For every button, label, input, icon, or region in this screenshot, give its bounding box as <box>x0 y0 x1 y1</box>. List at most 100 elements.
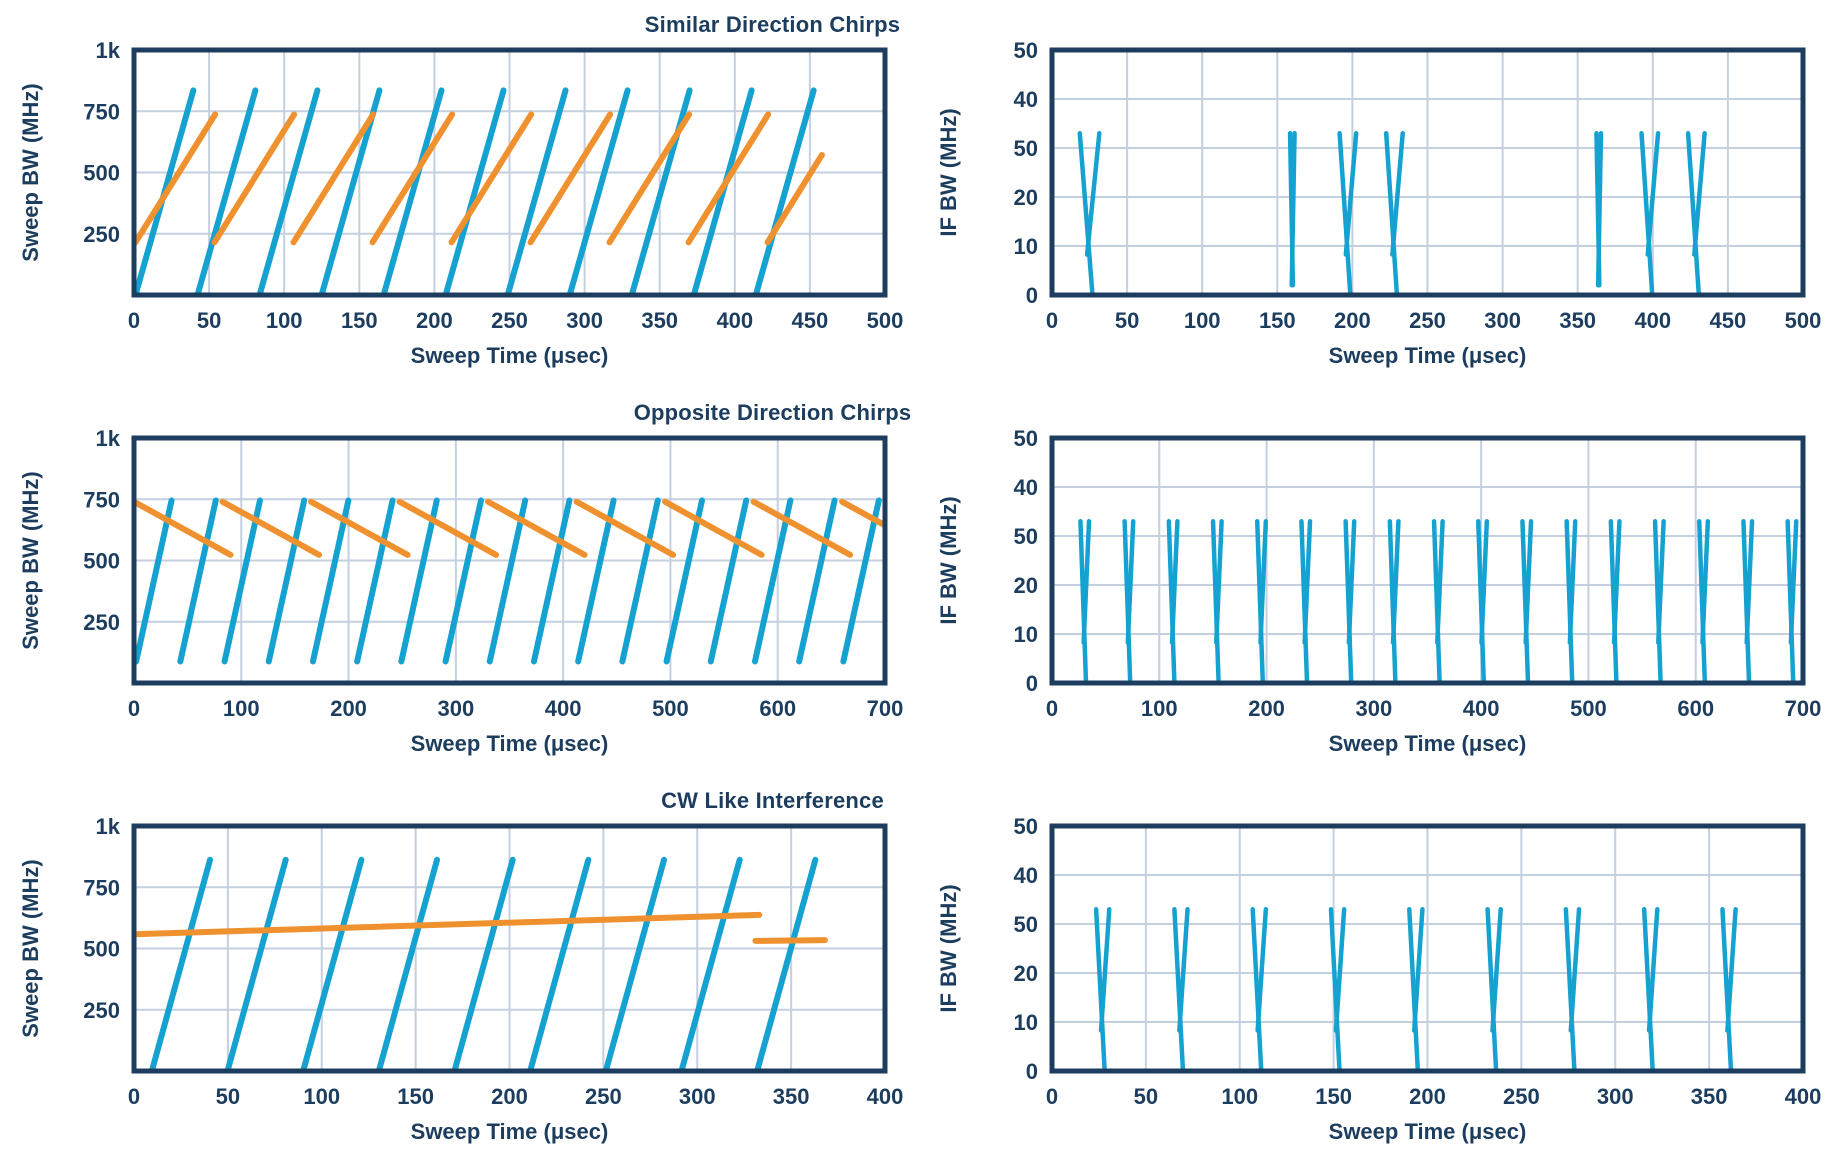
chart-canvas: 1k 750 500 250 0 50 100 150 200 250 300 350 400 Sweep… <box>18 814 903 1144</box>
svg-text:0: 0 <box>128 308 140 333</box>
svg-text:50: 50 <box>1014 912 1038 937</box>
svg-text:0: 0 <box>128 1084 140 1109</box>
svg-text:250: 250 <box>83 998 120 1023</box>
svg-text:700: 700 <box>1785 696 1822 721</box>
data-series <box>1078 519 1799 683</box>
svg-text:50: 50 <box>1134 1084 1158 1109</box>
if-bw-chart-similar: 50 40 50 20 10 0 0 50 100 150 200 250 300 350 400 450 50… <box>918 38 1836 382</box>
svg-text:700: 700 <box>867 696 904 721</box>
y-tick-labels: 1k 750 500 250 <box>83 814 121 1023</box>
svg-text:10: 10 <box>1014 1010 1038 1035</box>
svg-text:1k: 1k <box>96 430 121 451</box>
plot-border <box>1049 435 1806 686</box>
plot-border <box>131 435 888 686</box>
svg-text:100: 100 <box>303 1084 340 1109</box>
svg-text:200: 200 <box>1409 1084 1446 1109</box>
x-tick-labels: 0 50 100 150 200 250 300 350 400 <box>128 1084 903 1109</box>
gridlines <box>1052 826 1803 1071</box>
svg-text:50: 50 <box>1014 136 1038 161</box>
svg-text:300: 300 <box>679 1084 716 1109</box>
svg-text:500: 500 <box>83 161 120 186</box>
svg-text:500: 500 <box>83 549 120 574</box>
svg-text:450: 450 <box>792 308 829 333</box>
svg-text:750: 750 <box>83 875 120 900</box>
svg-text:1k: 1k <box>96 42 121 63</box>
y-tick-labels: 1k 750 500 250 <box>83 38 121 247</box>
svg-text:100: 100 <box>1221 1084 1258 1109</box>
svg-text:0: 0 <box>128 696 140 721</box>
svg-text:100: 100 <box>223 696 260 721</box>
svg-text:0: 0 <box>1026 1059 1038 1084</box>
x-tick-labels: 0 100 200 300 400 500 600 700 <box>1046 696 1821 721</box>
svg-text:20: 20 <box>1014 961 1038 986</box>
svg-text:200: 200 <box>491 1084 528 1109</box>
svg-text:150: 150 <box>341 308 378 333</box>
svg-text:300: 300 <box>1355 696 1392 721</box>
x-tick-labels: 0 50 100 150 200 250 300 350 400 <box>1046 1084 1821 1109</box>
x-axis-title: Sweep Time (μsec) <box>411 731 609 756</box>
data-series <box>1077 131 1707 295</box>
sweep-bw-chart-similar: 1k 750 500 250 0 50 100 150 200 250 300 350 400 450 50… <box>0 38 918 382</box>
svg-text:400: 400 <box>1785 1084 1822 1109</box>
y-axis-title: Sweep BW (MHz) <box>18 859 43 1037</box>
plot-border <box>1049 47 1806 298</box>
svg-text:350: 350 <box>641 308 678 333</box>
gridlines <box>1052 438 1803 683</box>
gridlines <box>1052 50 1803 295</box>
sweep-bw-chart-cw: 1k 750 500 250 0 50 100 150 200 250 300 350 400 Sweep… <box>0 814 918 1158</box>
svg-text:400: 400 <box>1463 696 1500 721</box>
y-tick-labels: 1k 750 500 250 <box>83 426 121 635</box>
svg-text:200: 200 <box>416 308 453 333</box>
data-series <box>134 497 885 665</box>
chart-canvas: 1k 750 500 250 0 100 200 300 400 500 600 700 Sweep T… <box>18 426 904 756</box>
svg-text:400: 400 <box>867 1084 904 1109</box>
row-opposite-direction: Opposite Direction Chirps 1k 750 500 250 0 10… <box>0 388 1837 776</box>
svg-text:350: 350 <box>773 1084 810 1109</box>
y-axis-title: Sweep BW (MHz) <box>18 83 43 261</box>
row-cw-like: CW Like Interference 1k 750 500 250 0 50 100 15… <box>0 776 1837 1164</box>
svg-text:50: 50 <box>197 308 221 333</box>
svg-text:250: 250 <box>83 610 120 635</box>
svg-text:40: 40 <box>1014 475 1038 500</box>
plot-border <box>131 47 888 298</box>
svg-text:250: 250 <box>1503 1084 1540 1109</box>
svg-text:400: 400 <box>1634 308 1671 333</box>
svg-text:150: 150 <box>397 1084 434 1109</box>
svg-text:150: 150 <box>1315 1084 1352 1109</box>
svg-text:400: 400 <box>716 308 753 333</box>
x-tick-labels: 0 50 100 150 200 250 300 350 400 450 500 <box>1046 308 1821 333</box>
sweep-bw-chart-opposite: 1k 750 500 250 0 100 200 300 400 500 600 700 Sweep T… <box>0 426 918 770</box>
chart-canvas: 1k 750 500 250 0 50 100 150 200 250 300 350 400 450 50… <box>18 38 904 368</box>
svg-text:20: 20 <box>1014 185 1038 210</box>
svg-text:300: 300 <box>1484 308 1521 333</box>
svg-text:50: 50 <box>1014 524 1038 549</box>
x-axis-title: Sweep Time (μsec) <box>1329 731 1527 756</box>
plot-border <box>131 823 888 1074</box>
if-bw-chart-opposite: 50 40 50 20 10 0 0 100 200 300 400 500 600 700 Sweep T… <box>918 426 1836 770</box>
if-bw-chart-cw: 50 40 50 20 10 0 0 50 100 150 200 250 300 350 400 Sweep… <box>918 814 1836 1158</box>
svg-text:350: 350 <box>1559 308 1596 333</box>
svg-text:10: 10 <box>1014 234 1038 259</box>
data-series <box>134 87 825 295</box>
x-axis-title: Sweep Time (μsec) <box>411 343 609 368</box>
svg-text:50: 50 <box>1115 308 1139 333</box>
svg-text:600: 600 <box>759 696 796 721</box>
svg-text:500: 500 <box>867 308 904 333</box>
svg-text:40: 40 <box>1014 87 1038 112</box>
chart-title-cw-like: CW Like Interference <box>661 788 884 813</box>
svg-text:600: 600 <box>1677 696 1714 721</box>
svg-text:500: 500 <box>83 937 120 962</box>
row-similar-direction: Similar Direction Chirps 1k 750 500 250 0 50 1… <box>0 0 1837 388</box>
svg-text:250: 250 <box>585 1084 622 1109</box>
svg-text:200: 200 <box>330 696 367 721</box>
plot-border <box>1049 823 1806 1074</box>
svg-text:250: 250 <box>491 308 528 333</box>
svg-text:0: 0 <box>1026 671 1038 696</box>
svg-text:450: 450 <box>1710 308 1747 333</box>
svg-text:150: 150 <box>1259 308 1296 333</box>
y-tick-labels: 50 40 50 20 10 0 <box>1014 426 1038 696</box>
svg-text:1k: 1k <box>96 818 121 839</box>
